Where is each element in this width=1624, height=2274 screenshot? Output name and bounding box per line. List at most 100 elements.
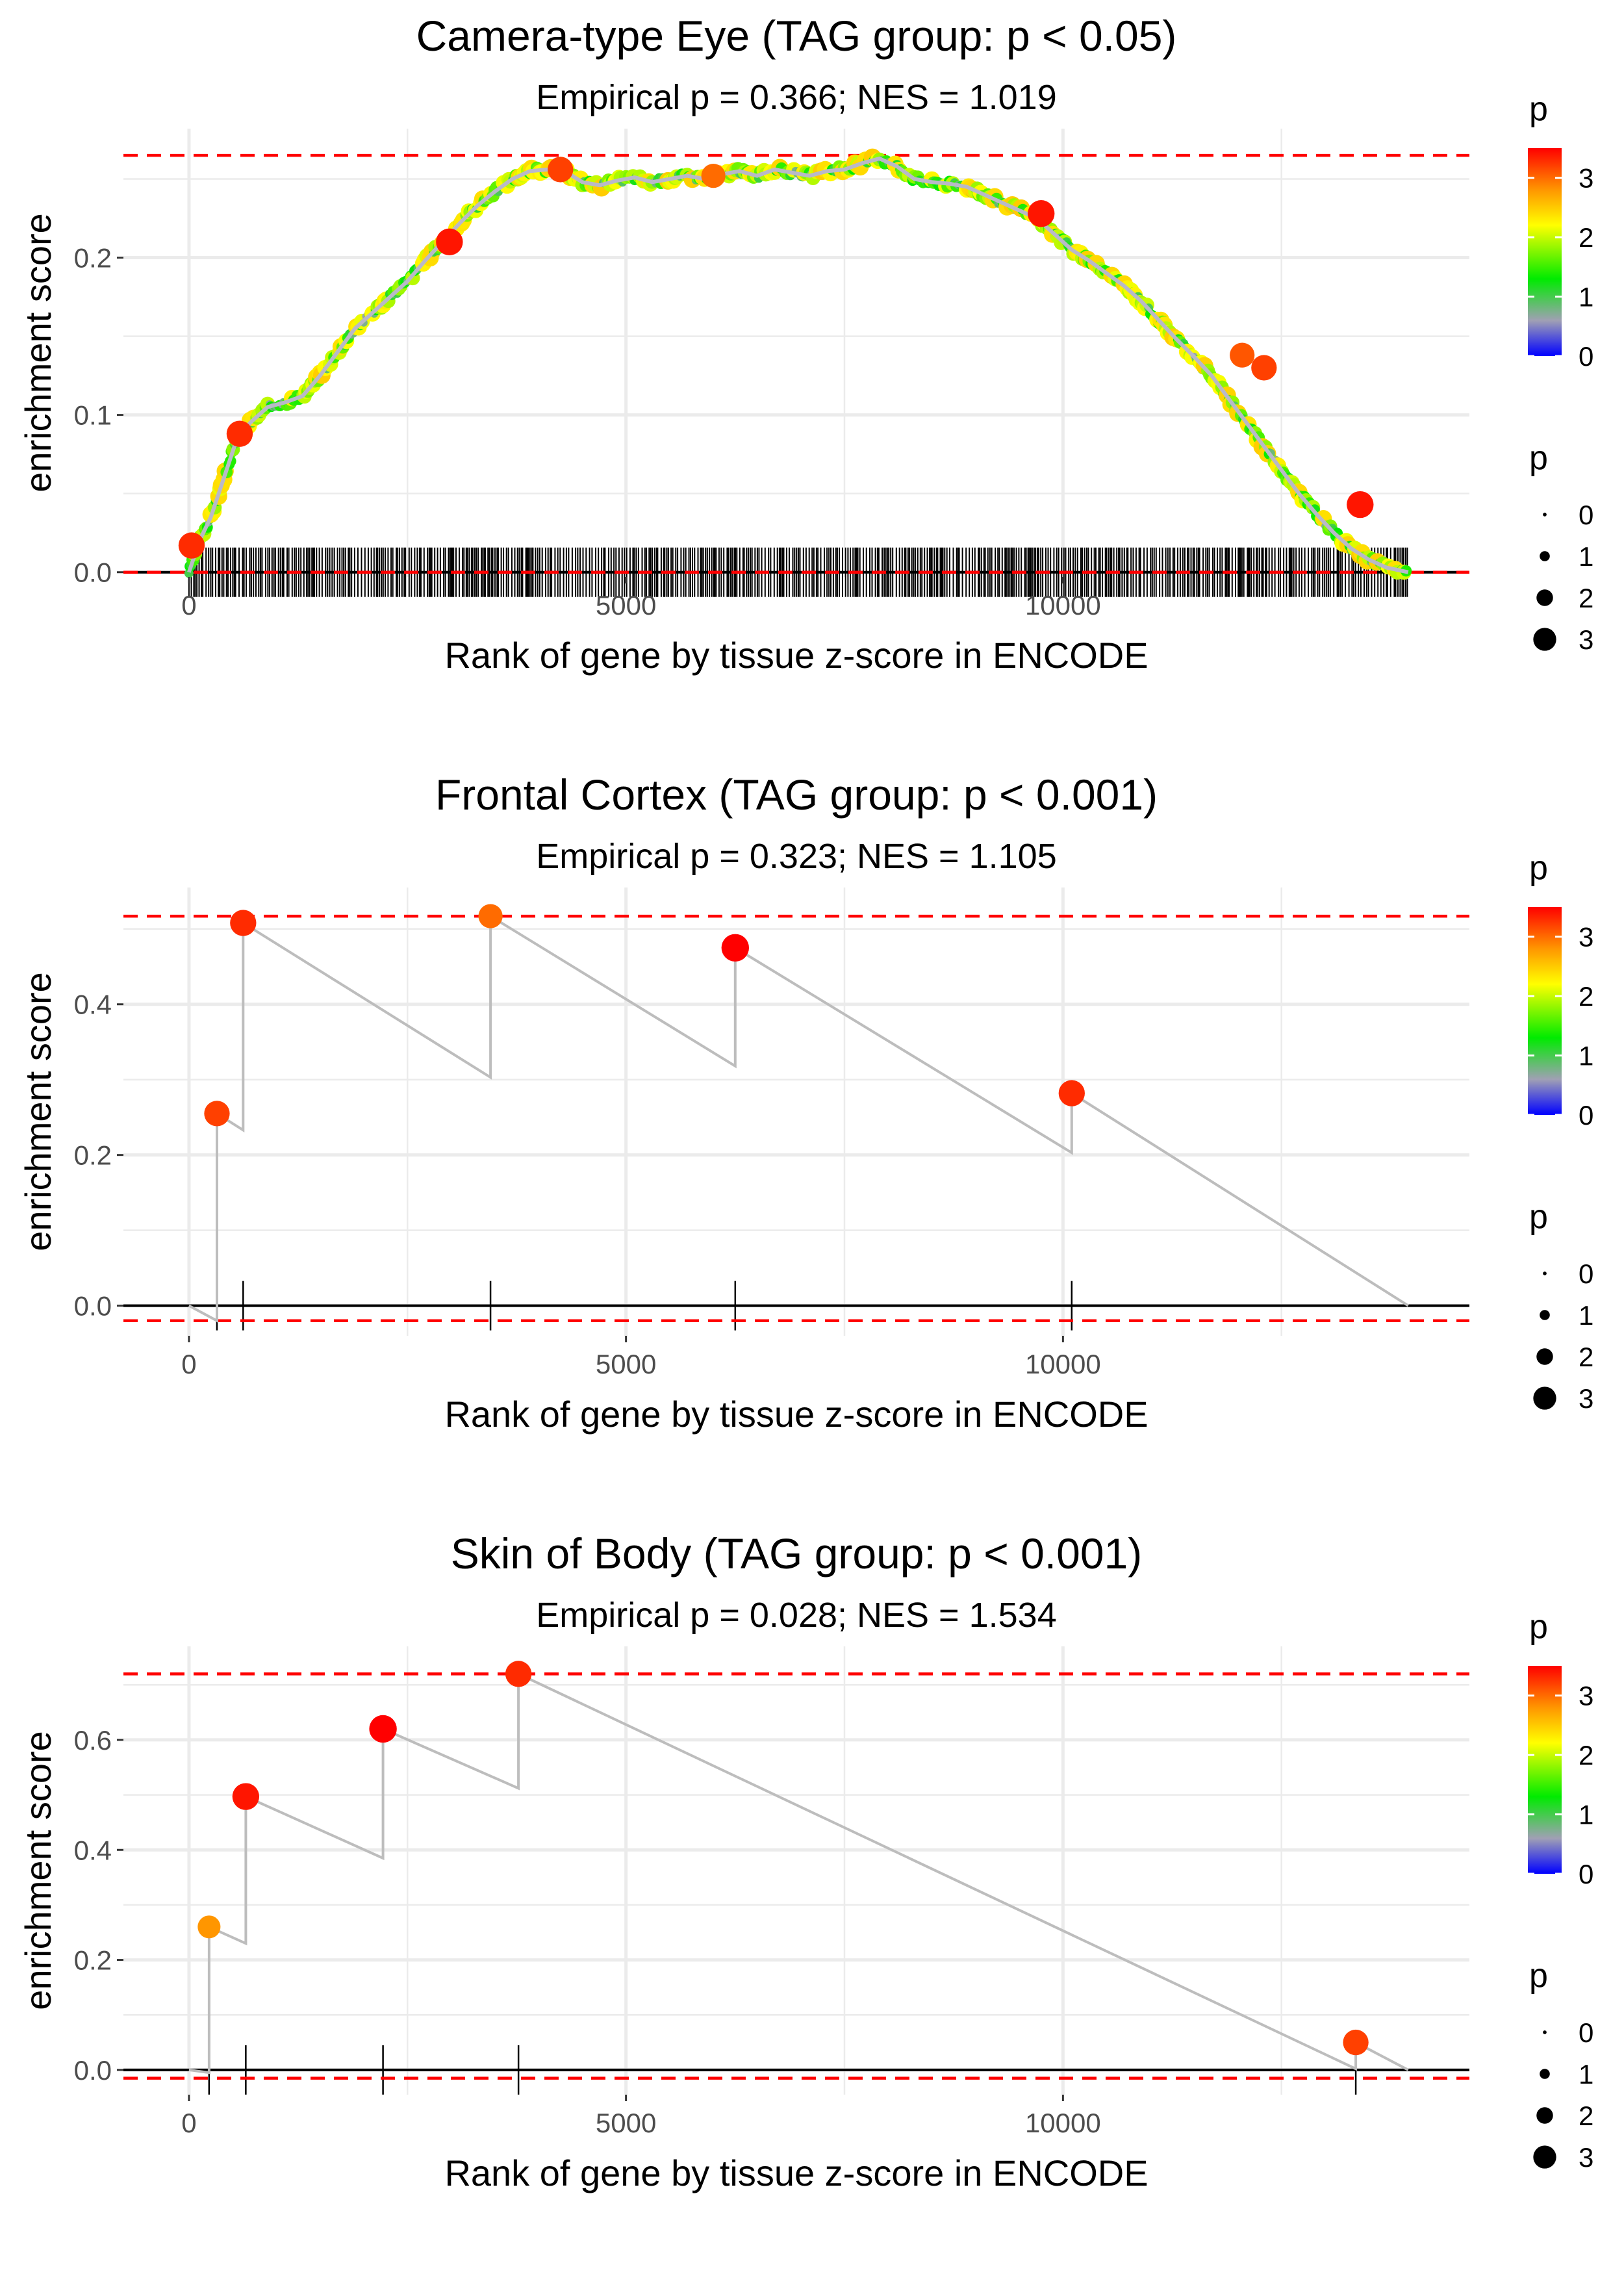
- legend-size-dot: [1540, 551, 1550, 561]
- legend-colorbar: [1528, 907, 1562, 1115]
- legend-colorbar: [1528, 148, 1562, 356]
- legend-size-label: 2: [1579, 2101, 1593, 2131]
- legend-size-dot: [1536, 1348, 1553, 1365]
- es-curve-line: [188, 913, 1409, 1323]
- gridlines: [123, 129, 1469, 577]
- hit-point: [204, 1101, 230, 1127]
- legend-size-label: 2: [1579, 1342, 1593, 1372]
- y-axis-title: enrichment score: [18, 972, 58, 1251]
- chart-panel-1: Camera-type Eye (TAG group: p < 0.05) Emp…: [18, 12, 1593, 676]
- x-tick-label: 10000: [1025, 1349, 1101, 1379]
- legend-color-label: 3: [1579, 163, 1593, 194]
- y-axis: 0.0 0.2 0.4 0.6: [74, 1725, 123, 2086]
- chart-subtitle: Empirical p = 0.366; NES = 1.019: [536, 78, 1056, 117]
- legend-size-label: 0: [1579, 2017, 1593, 2048]
- legend-color-label: 0: [1579, 1100, 1593, 1131]
- x-axis-title: Rank of gene by tissue z-score in ENCODE: [444, 2153, 1148, 2193]
- hit-point: [436, 228, 463, 255]
- legend-color-label: 1: [1579, 1800, 1593, 1830]
- legend-color-label: 1: [1579, 1041, 1593, 1071]
- es-curve-line: [188, 1672, 1409, 2075]
- y-tick-label: 0.2: [74, 1945, 112, 1976]
- chart-subtitle: Empirical p = 0.028; NES = 1.534: [536, 1596, 1056, 1635]
- x-axis-title: Rank of gene by tissue z-score in ENCODE: [444, 635, 1148, 676]
- legend-color-label: 2: [1579, 1740, 1593, 1770]
- hit-point: [548, 157, 574, 183]
- y-axis-title: enrichment score: [18, 1731, 58, 2010]
- y-tick-label: 0.4: [74, 1835, 112, 1865]
- hit-point: [505, 1661, 532, 1687]
- legend-size-title: p: [1529, 439, 1548, 477]
- chart-title: Camera-type Eye (TAG group: p < 0.05): [416, 12, 1177, 60]
- legend-size-label: 0: [1579, 1258, 1593, 1289]
- chart-panel-2: Frontal Cortex (TAG group: p < 0.001) Emp…: [18, 771, 1593, 1435]
- legend-size-title: p: [1529, 1198, 1548, 1236]
- x-tick-label: 0: [181, 590, 196, 620]
- legend-color-title: p: [1529, 849, 1548, 887]
- hit-point: [1347, 491, 1374, 518]
- legend-size-dot: [1533, 2145, 1556, 2169]
- legend-size-dot: [1536, 2107, 1553, 2124]
- chart-title: Skin of Body (TAG group: p < 0.001): [451, 1529, 1143, 1578]
- legend-size-dot: [1533, 1386, 1556, 1410]
- legend-color-label: 0: [1579, 341, 1593, 372]
- hit-points: [204, 904, 1085, 1127]
- x-tick-label: 10000: [1025, 2108, 1101, 2138]
- x-tick-label: 5000: [596, 1349, 656, 1379]
- hit-point: [478, 904, 503, 928]
- y-tick-label: 0.0: [74, 1291, 112, 1322]
- hit-point: [226, 420, 253, 447]
- chart-panel-3: Skin of Body (TAG group: p < 0.001) Empir…: [18, 1529, 1593, 2193]
- legend-size-title: p: [1529, 1957, 1548, 1995]
- hit-point: [1230, 342, 1255, 368]
- legend-size-label: 3: [1579, 2142, 1593, 2173]
- legend-color-title: p: [1529, 1608, 1548, 1646]
- hit-points: [178, 157, 1374, 559]
- x-axis-title: Rank of gene by tissue z-score in ENCODE: [444, 1394, 1148, 1435]
- legend-size-dot: [1540, 2069, 1550, 2079]
- legend-size-dot: [1543, 513, 1547, 517]
- chart-title: Frontal Cortex (TAG group: p < 0.001): [435, 771, 1158, 819]
- legend-size-dot: [1536, 589, 1553, 606]
- legend-size-dot: [1543, 2030, 1547, 2034]
- legend-size-label: 3: [1579, 624, 1593, 655]
- legend-color-label: 1: [1579, 282, 1593, 313]
- hit-point: [1343, 2029, 1369, 2056]
- es-curve-line: [187, 156, 1409, 574]
- hit-point: [197, 1915, 221, 1939]
- legend-size-label: 2: [1579, 583, 1593, 613]
- hit-point: [721, 934, 750, 962]
- legend-size-label: 1: [1579, 2059, 1593, 2089]
- y-tick-label: 0.0: [74, 557, 112, 588]
- x-axis: 0 5000 10000: [181, 1336, 1101, 1379]
- hit-point: [1028, 200, 1055, 227]
- x-tick-label: 0: [181, 1349, 196, 1379]
- x-tick-label: 5000: [596, 590, 656, 620]
- legend-color-label: 2: [1579, 981, 1593, 1012]
- x-axis: 0 5000 10000: [181, 577, 1101, 620]
- chart-subtitle: Empirical p = 0.323; NES = 1.105: [536, 837, 1056, 876]
- legend-color-label: 3: [1579, 1681, 1593, 1711]
- y-tick-label: 0.0: [74, 2055, 112, 2086]
- legend-color-title: p: [1529, 90, 1548, 128]
- y-axis-title: enrichment score: [18, 213, 58, 492]
- x-axis: 0 5000 10000: [181, 2095, 1101, 2138]
- legend-color-label: 2: [1579, 222, 1593, 253]
- hit-point: [369, 1715, 397, 1743]
- hit-point: [1058, 1080, 1085, 1106]
- gridlines: [123, 888, 1469, 1336]
- legend-size-dot: [1533, 628, 1556, 651]
- hit-point: [232, 1783, 260, 1810]
- legend-color-label: 0: [1579, 1859, 1593, 1889]
- y-tick-label: 0.1: [74, 400, 112, 431]
- legend-size-label: 1: [1579, 541, 1593, 572]
- y-axis: 0.0 0.1 0.2: [74, 243, 123, 588]
- x-tick-label: 10000: [1025, 590, 1101, 620]
- es-curve-band: [184, 148, 1412, 580]
- x-tick-label: 5000: [596, 2108, 656, 2138]
- legend-size-label: 1: [1579, 1300, 1593, 1331]
- legend-size-dot: [1540, 1310, 1550, 1320]
